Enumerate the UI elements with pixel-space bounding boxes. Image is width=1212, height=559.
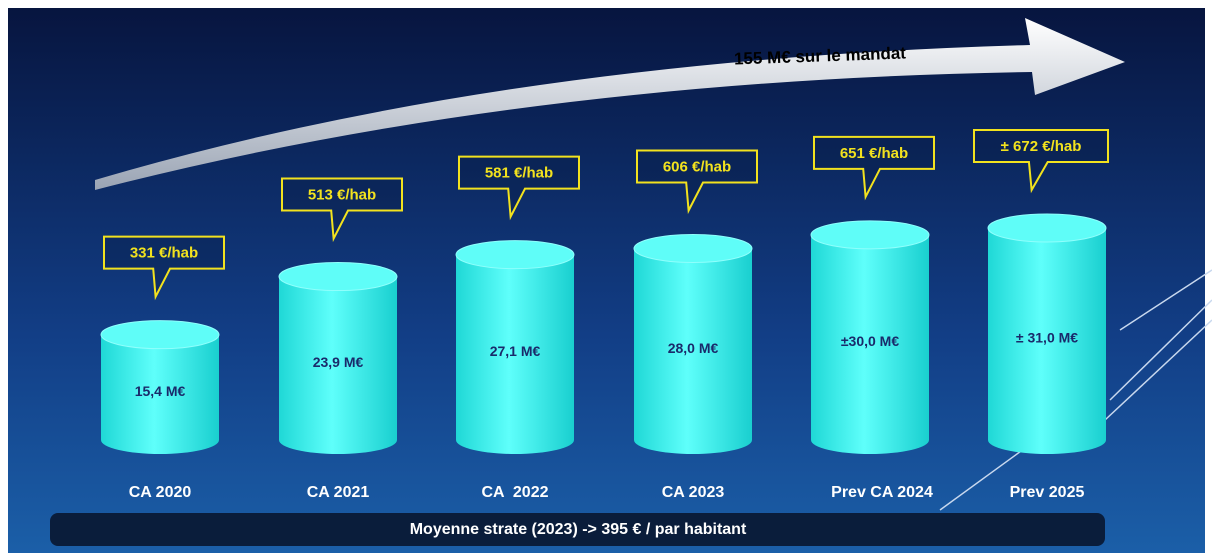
bar-top bbox=[100, 320, 220, 350]
bar bbox=[456, 254, 574, 454]
value-label: 23,9 M€ bbox=[313, 354, 364, 370]
bar bbox=[811, 234, 929, 454]
footer-text: Moyenne strate (2023) -> 395 € / par hab… bbox=[410, 521, 747, 538]
bar bbox=[988, 228, 1106, 454]
callout bbox=[103, 235, 225, 301]
callout bbox=[636, 149, 758, 215]
callout bbox=[813, 135, 935, 201]
x-tick-label: CA 2020 bbox=[129, 484, 192, 501]
callout bbox=[281, 177, 403, 243]
bar-top bbox=[455, 240, 575, 270]
callout-label: 331 €/hab bbox=[130, 245, 198, 262]
bar-top bbox=[633, 234, 753, 264]
bar bbox=[101, 334, 219, 454]
bar-top bbox=[278, 262, 398, 292]
callout-label: 606 €/hab bbox=[663, 158, 731, 175]
callout-label: 651 €/hab bbox=[840, 145, 908, 162]
callout-label: ± 672 €/hab bbox=[1001, 138, 1082, 155]
x-tick-label: CA 2023 bbox=[662, 484, 725, 501]
callout bbox=[458, 155, 580, 221]
bar bbox=[279, 276, 397, 454]
footer-bar bbox=[50, 513, 1105, 546]
value-label: 27,1 M€ bbox=[490, 343, 541, 359]
trend-arrow bbox=[95, 18, 1125, 190]
value-label: ± 31,0 M€ bbox=[1016, 330, 1078, 346]
value-label: ±30,0 M€ bbox=[841, 333, 899, 349]
x-tick-label: Prev 2025 bbox=[1010, 484, 1085, 501]
bar-top bbox=[987, 213, 1107, 243]
callout-label: 581 €/hab bbox=[485, 165, 553, 182]
bar-top bbox=[810, 220, 930, 250]
x-tick-label: CA 2022 bbox=[482, 484, 549, 501]
x-tick-label: CA 2021 bbox=[307, 484, 370, 501]
x-tick-label: Prev CA 2024 bbox=[831, 484, 933, 501]
value-label: 15,4 M€ bbox=[135, 383, 186, 399]
value-label: 28,0 M€ bbox=[668, 340, 719, 356]
callout-label: 513 €/hab bbox=[308, 187, 376, 204]
callout bbox=[973, 129, 1109, 194]
bar bbox=[634, 248, 752, 454]
